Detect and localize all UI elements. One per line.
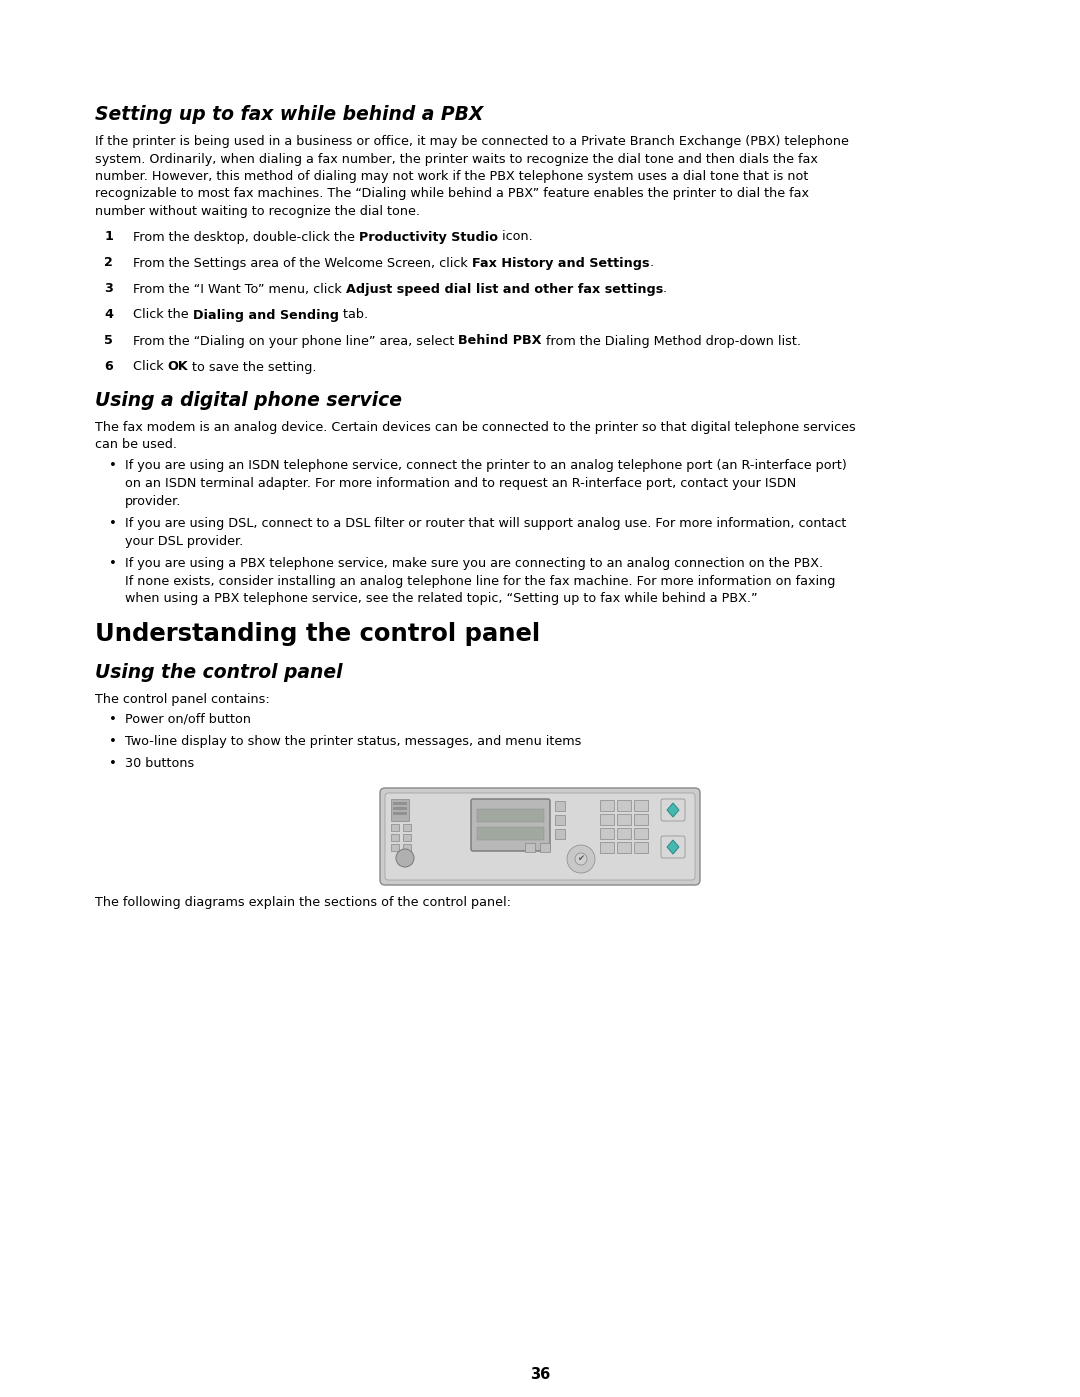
Bar	[555, 800, 565, 812]
Text: The control panel contains:: The control panel contains:	[95, 693, 270, 705]
Text: •: •	[109, 757, 117, 770]
Text: If none exists, consider installing an analog telephone line for the fax machine: If none exists, consider installing an a…	[125, 574, 835, 588]
Text: from the Dialing Method drop-down list.: from the Dialing Method drop-down list.	[542, 334, 801, 348]
Text: number. However, this method of dialing may not work if the PBX telephone system: number. However, this method of dialing …	[95, 170, 808, 183]
Text: Power on/off button: Power on/off button	[125, 712, 251, 726]
Bar	[403, 834, 411, 841]
Text: Setting up to fax while behind a PBX: Setting up to fax while behind a PBX	[95, 105, 484, 124]
Bar	[393, 812, 407, 814]
Circle shape	[575, 854, 588, 865]
Text: 3: 3	[104, 282, 113, 296]
Text: 5: 5	[104, 334, 113, 348]
Bar	[617, 814, 631, 826]
Text: •: •	[109, 460, 117, 472]
FancyBboxPatch shape	[384, 793, 696, 880]
Bar	[634, 814, 648, 826]
Bar	[525, 842, 535, 852]
Text: •: •	[109, 557, 117, 570]
Text: 1: 1	[104, 231, 113, 243]
Text: 30 buttons: 30 buttons	[125, 757, 194, 770]
Text: •: •	[109, 517, 117, 529]
Text: .: .	[663, 282, 667, 296]
Text: 4: 4	[104, 309, 113, 321]
Circle shape	[396, 849, 414, 868]
Text: number without waiting to recognize the dial tone.: number without waiting to recognize the …	[95, 205, 420, 218]
Text: Dialing and Sending: Dialing and Sending	[192, 309, 339, 321]
Bar	[391, 799, 409, 821]
Polygon shape	[667, 840, 679, 854]
Text: 36: 36	[530, 1368, 550, 1382]
Text: The fax modem is an analog device. Certain devices can be connected to the print: The fax modem is an analog device. Certa…	[95, 420, 855, 433]
Text: when using a PBX telephone service, see the related topic, “Setting up to fax wh: when using a PBX telephone service, see …	[125, 592, 758, 605]
Polygon shape	[667, 803, 679, 817]
Bar	[617, 828, 631, 840]
Text: OK: OK	[167, 360, 188, 373]
Text: recognizable to most fax machines. The “Dialing while behind a PBX” feature enab: recognizable to most fax machines. The “…	[95, 187, 809, 201]
Text: If you are using DSL, connect to a DSL filter or router that will support analog: If you are using DSL, connect to a DSL f…	[125, 517, 847, 529]
Bar	[393, 807, 407, 810]
Text: .: .	[649, 257, 653, 270]
Text: Fax History and Settings: Fax History and Settings	[472, 257, 649, 270]
Text: If the printer is being used in a business or office, it may be connected to a P: If the printer is being used in a busine…	[95, 136, 849, 148]
Text: tab.: tab.	[339, 309, 368, 321]
Bar	[617, 800, 631, 812]
FancyBboxPatch shape	[661, 799, 685, 821]
Bar	[600, 814, 615, 826]
Text: provider.: provider.	[125, 495, 181, 507]
FancyBboxPatch shape	[380, 788, 700, 886]
FancyBboxPatch shape	[661, 835, 685, 858]
Text: If you are using a PBX telephone service, make sure you are connecting to an ana: If you are using a PBX telephone service…	[125, 557, 823, 570]
Bar	[403, 824, 411, 831]
Bar	[393, 802, 407, 805]
Bar	[391, 824, 399, 831]
Bar	[391, 844, 399, 851]
Bar	[600, 828, 615, 840]
Text: From the desktop, double-click the: From the desktop, double-click the	[133, 231, 359, 243]
Bar	[540, 842, 550, 852]
Text: Productivity Studio: Productivity Studio	[359, 231, 498, 243]
Text: your DSL provider.: your DSL provider.	[125, 535, 243, 548]
FancyBboxPatch shape	[471, 799, 550, 851]
Text: If you are using an ISDN telephone service, connect the printer to an analog tel: If you are using an ISDN telephone servi…	[125, 460, 847, 472]
Bar	[600, 800, 615, 812]
Bar	[555, 814, 565, 826]
Text: icon.: icon.	[498, 231, 532, 243]
Text: From the “Dialing on your phone line” area, select: From the “Dialing on your phone line” ar…	[133, 334, 458, 348]
Text: ✔: ✔	[578, 855, 584, 863]
Bar	[555, 828, 565, 840]
Text: Two-line display to show the printer status, messages, and menu items: Two-line display to show the printer sta…	[125, 735, 581, 747]
Text: From the “I Want To” menu, click: From the “I Want To” menu, click	[133, 282, 346, 296]
Bar	[391, 834, 399, 841]
Text: to save the setting.: to save the setting.	[188, 360, 316, 373]
Text: The following diagrams explain the sections of the control panel:: The following diagrams explain the secti…	[95, 895, 511, 909]
Text: 2: 2	[104, 257, 113, 270]
Text: Using the control panel: Using the control panel	[95, 662, 342, 682]
Text: can be used.: can be used.	[95, 439, 177, 451]
Bar	[617, 842, 631, 854]
Text: 6: 6	[105, 360, 113, 373]
Text: Behind PBX: Behind PBX	[458, 334, 542, 348]
Bar	[634, 842, 648, 854]
Bar	[477, 809, 544, 821]
Bar	[634, 828, 648, 840]
Circle shape	[567, 845, 595, 873]
Text: Understanding the control panel: Understanding the control panel	[95, 623, 540, 647]
Text: •: •	[109, 712, 117, 726]
Bar	[403, 844, 411, 851]
Bar	[477, 827, 544, 840]
Text: From the Settings area of the Welcome Screen, click: From the Settings area of the Welcome Sc…	[133, 257, 472, 270]
Text: on an ISDN terminal adapter. For more information and to request an R-interface : on an ISDN terminal adapter. For more in…	[125, 476, 796, 490]
Text: system. Ordinarily, when dialing a fax number, the printer waits to recognize th: system. Ordinarily, when dialing a fax n…	[95, 152, 818, 165]
Text: Adjust speed dial list and other fax settings: Adjust speed dial list and other fax set…	[346, 282, 663, 296]
Bar	[600, 842, 615, 854]
Text: Using a digital phone service: Using a digital phone service	[95, 391, 402, 409]
Text: Click: Click	[133, 360, 167, 373]
Text: •: •	[109, 735, 117, 747]
Bar	[634, 800, 648, 812]
Text: Click the: Click the	[133, 309, 192, 321]
